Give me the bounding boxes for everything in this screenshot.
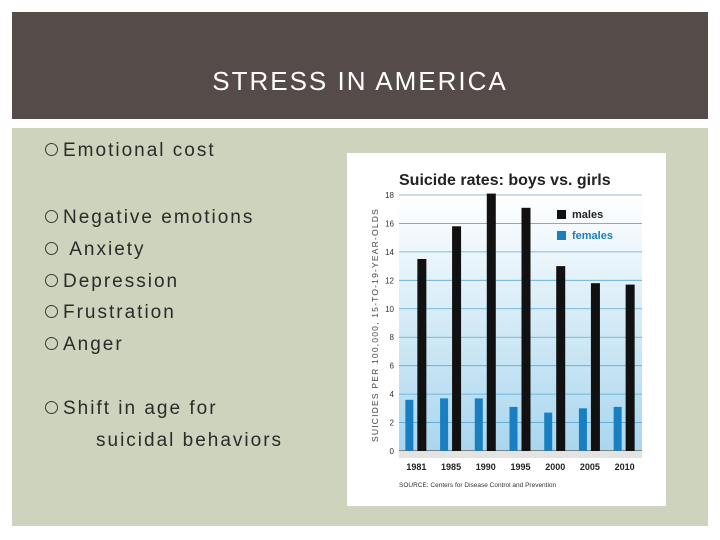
chart-title: Suicide rates: boys vs. girls: [399, 172, 611, 189]
chart-card: Suicide rates: boys vs. girls SUICIDES P…: [347, 153, 666, 506]
y-tick-label: 4: [390, 390, 395, 399]
x-tick-label: 2000: [545, 462, 565, 472]
y-tick-label: 6: [390, 362, 395, 371]
bullet-text: Anger: [63, 334, 124, 355]
y-tick-label: 16: [385, 219, 394, 228]
x-tick-label: 1990: [476, 462, 496, 472]
bar-females-2005: [578, 408, 587, 451]
bar-males-1981: [417, 259, 427, 451]
bullet-text: Emotional cost: [63, 140, 216, 161]
bar-females-1990: [474, 398, 483, 451]
circle-bullet-icon: [45, 274, 58, 287]
bar-females-2010: [613, 406, 622, 451]
bar-males-2005: [590, 283, 600, 451]
source-note: SOURCE: Centers for Disease Control and …: [399, 482, 557, 489]
bullet-item: Shift in age for: [45, 398, 218, 420]
title-band: STRESS IN AMERICA: [12, 12, 708, 119]
bar-females-2000: [544, 412, 553, 451]
bullet-text: Negative emotions: [63, 207, 255, 228]
bar-females-1981: [405, 399, 414, 451]
x-tick-label: 1995: [510, 462, 530, 472]
suicide-rates-chart: Suicide rates: boys vs. girls SUICIDES P…: [370, 172, 642, 489]
plot-area: [399, 195, 642, 451]
x-axis-band: [399, 451, 642, 458]
legend-swatch-females: [557, 231, 566, 240]
slide-title: STRESS IN AMERICA: [212, 66, 508, 96]
y-tick-label: 8: [390, 333, 395, 342]
circle-bullet-icon: [45, 337, 58, 350]
bullet-item: Anxiety: [45, 239, 146, 261]
y-tick-label: 2: [390, 419, 395, 428]
bar-males-1985: [452, 226, 462, 451]
legend-label-females: females: [572, 230, 613, 242]
tick-layer: 0 2 4 6 8 10 12 14 16 18 1981 1985 1990 1995 2000 2005 2…: [385, 191, 635, 472]
x-tick-label: 1985: [441, 462, 461, 472]
bullet-item: Emotional cost: [45, 140, 216, 162]
circle-bullet-icon: [45, 143, 58, 156]
circle-bullet-icon: [45, 242, 58, 255]
bar-males-1995: [521, 207, 531, 451]
bullet-text: Depression: [63, 271, 180, 292]
y-tick-label: 10: [385, 305, 394, 314]
bullet-item: Negative emotions: [45, 207, 254, 229]
bullet-item: Frustration: [45, 302, 176, 324]
legend-label-males: males: [572, 209, 603, 221]
circle-bullet-icon: [45, 305, 58, 318]
x-tick-label: 2005: [580, 462, 600, 472]
bar-layer: [399, 193, 642, 458]
circle-bullet-icon: [45, 210, 58, 223]
bar-males-1990: [486, 193, 496, 452]
bar-males-2010: [625, 284, 635, 451]
bullet-item: Depression: [45, 271, 179, 293]
y-tick-label: 0: [390, 447, 395, 456]
circle-bullet-icon: [45, 401, 58, 414]
bar-females-1985: [440, 398, 449, 451]
y-tick-label: 12: [385, 276, 394, 285]
bullet-text: suicidal behaviors: [96, 430, 284, 451]
bullet-text: Shift in age for: [63, 398, 218, 419]
x-tick-label: 2010: [615, 462, 635, 472]
y-tick-label: 18: [385, 191, 394, 200]
bullet-text: Anxiety: [63, 239, 146, 260]
bullet-item: Anger: [45, 334, 124, 356]
x-tick-label: 1981: [406, 462, 426, 472]
bullet-continuation: suicidal behaviors: [96, 430, 283, 452]
legend-swatch-males: [557, 210, 566, 219]
y-tick-label: 14: [385, 248, 394, 257]
legend: males females: [557, 209, 613, 242]
bar-males-2000: [556, 266, 566, 451]
y-axis-label: SUICIDES PER 100,000, 15-TO-19-YEAR-OLDS: [370, 208, 380, 442]
bullet-text: Frustration: [63, 302, 176, 323]
bar-females-1995: [509, 406, 518, 451]
